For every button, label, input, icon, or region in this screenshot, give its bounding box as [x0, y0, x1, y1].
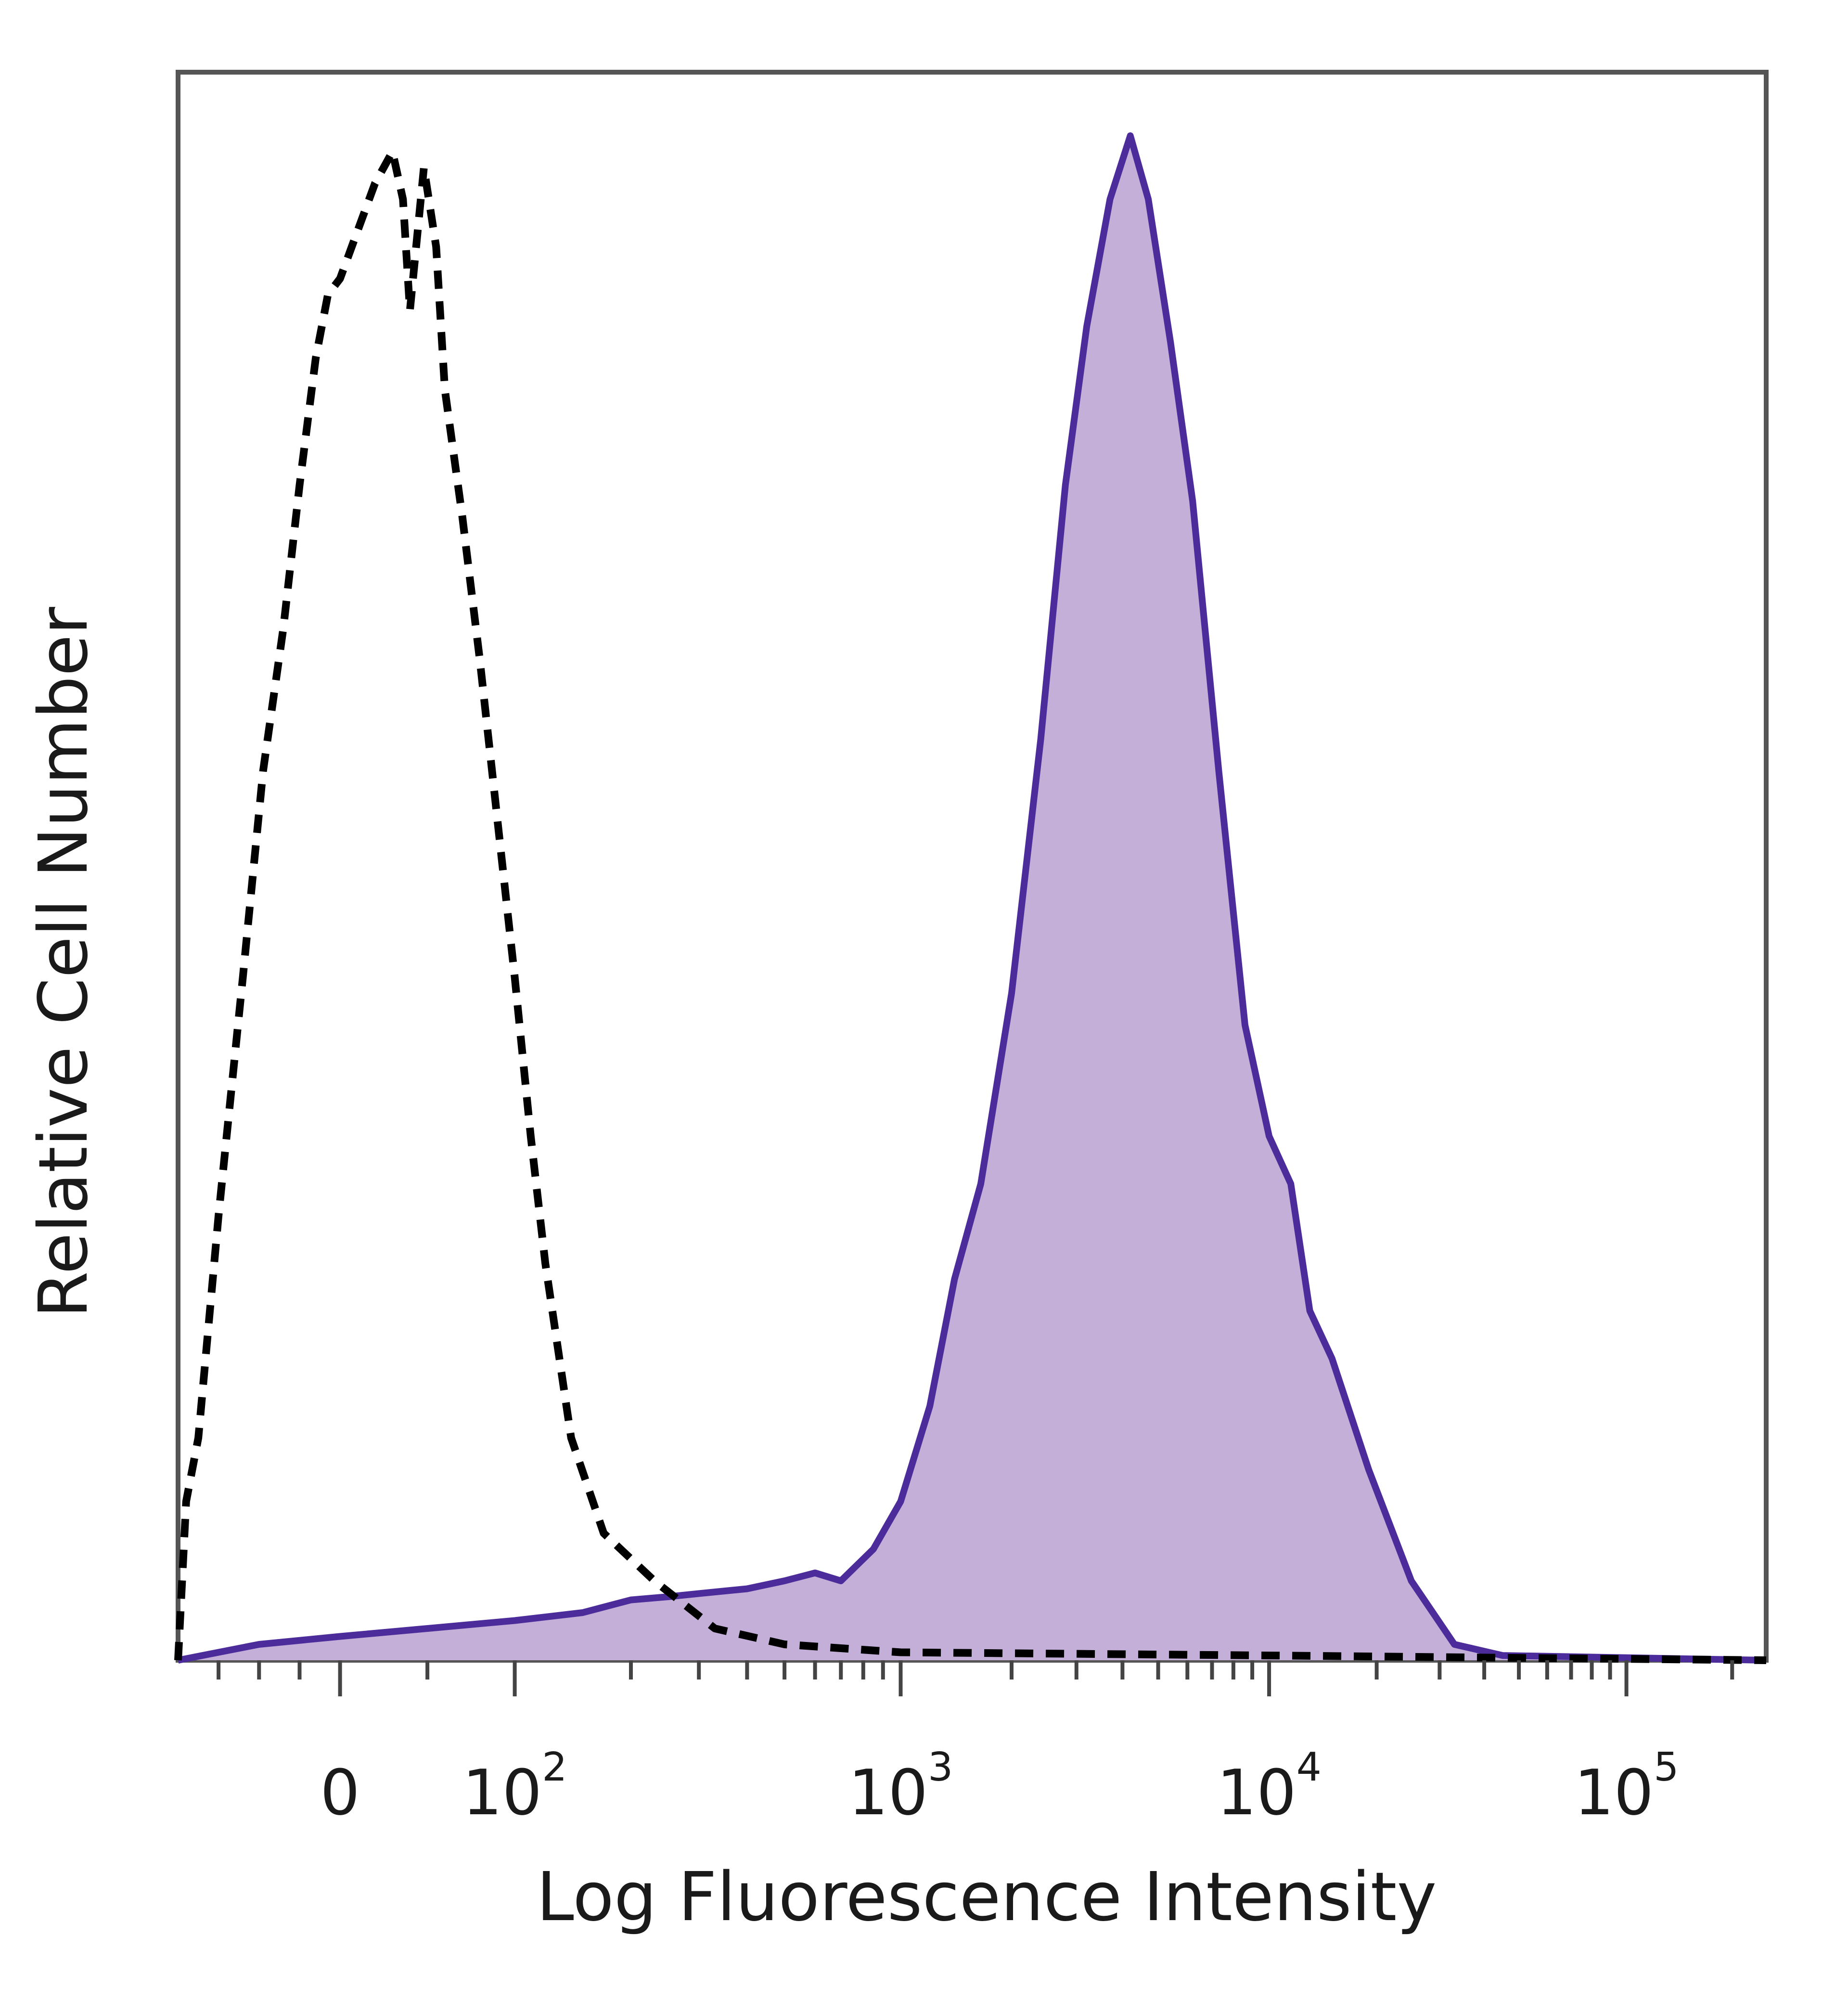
x-tick-label-2: 103 [848, 1744, 953, 1829]
control-histogram-line-0 [174, 148, 1767, 1664]
x-tick-label-exponent: 2 [542, 1744, 567, 1790]
x-tick-label-base: 10 [1217, 1756, 1296, 1829]
histogram-fill-1 [178, 136, 1766, 1660]
x-tick-label-1: 102 [462, 1744, 567, 1829]
x-tick-label-base: 10 [848, 1756, 928, 1829]
x-axis-title: Log Fluorescence Intensity [537, 1858, 1437, 1936]
x-tick-label-exponent: 5 [1654, 1744, 1679, 1790]
x-tick-label-0: 0 [320, 1756, 360, 1829]
histogram-series-group [174, 132, 1767, 1664]
y-axis-title: Relative Cell Number [25, 607, 103, 1318]
x-tick-label-base: 10 [462, 1756, 542, 1829]
stained-histogram-line-1 [177, 132, 1767, 1664]
x-tick-label-4: 105 [1574, 1744, 1679, 1829]
x-tick-label-base: 10 [1574, 1756, 1654, 1829]
x-ticks-group [217, 1660, 1734, 1696]
x-tick-label-base: 0 [320, 1756, 360, 1829]
x-tick-label-exponent: 4 [1296, 1744, 1322, 1790]
x-tick-label-3: 104 [1217, 1744, 1322, 1829]
x-tick-labels-group: 0 102 103 104 105 [320, 1744, 1679, 1829]
x-tick-label-exponent: 3 [928, 1744, 953, 1790]
